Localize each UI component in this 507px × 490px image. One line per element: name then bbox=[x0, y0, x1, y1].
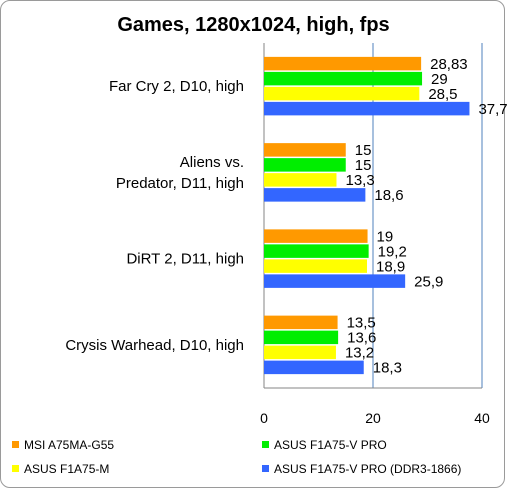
data-label: 15 bbox=[355, 157, 372, 174]
data-label: 25,9 bbox=[414, 273, 443, 290]
data-label: 19,2 bbox=[378, 243, 407, 260]
legend-item: ASUS F1A75-M bbox=[12, 462, 109, 476]
data-label: 18,9 bbox=[376, 258, 405, 275]
data-label: 13,2 bbox=[345, 345, 374, 362]
x-tick-label: 20 bbox=[365, 410, 381, 426]
bar bbox=[264, 158, 346, 172]
legend-label: ASUS F1A75-M bbox=[24, 462, 110, 476]
data-label: 28,5 bbox=[428, 86, 457, 103]
data-label: 13,3 bbox=[345, 172, 374, 189]
legend-label: MSI A75MA-G55 bbox=[24, 438, 115, 452]
category-label: Crysis Warhead, D10, high bbox=[65, 337, 244, 354]
legend-label: ASUS F1A75-V PRO bbox=[274, 438, 387, 452]
data-label: 37,7 bbox=[478, 101, 507, 118]
data-label: 15 bbox=[355, 142, 372, 159]
bar bbox=[264, 143, 346, 157]
data-label: 28,83 bbox=[430, 56, 468, 73]
legend-label: ASUS F1A75-V PRO (DDR3-1866) bbox=[274, 462, 462, 476]
legend-item: ASUS F1A75-V PRO bbox=[262, 438, 387, 452]
bar bbox=[264, 56, 422, 71]
data-label: 13,5 bbox=[347, 315, 376, 332]
data-label: 13,6 bbox=[347, 330, 376, 347]
bar bbox=[264, 244, 369, 258]
category-label: Aliens vs. Predator, D11, high bbox=[116, 154, 244, 192]
data-label: 19 bbox=[377, 228, 394, 245]
category-label: DiRT 2, D11, high bbox=[126, 251, 244, 268]
legend-item: MSI A75MA-G55 bbox=[12, 438, 114, 452]
x-tick-label: 40 bbox=[474, 410, 490, 426]
bar bbox=[264, 101, 470, 116]
data-label: 18,3 bbox=[373, 360, 402, 377]
bar bbox=[264, 259, 368, 273]
category-label: Far Cry 2, D10, high bbox=[109, 78, 244, 95]
bar bbox=[264, 188, 366, 202]
bar bbox=[264, 86, 420, 101]
bar bbox=[264, 315, 338, 330]
legend-item: ASUS F1A75-V PRO (DDR3-1866) bbox=[262, 462, 461, 476]
legend-swatch bbox=[12, 441, 19, 449]
bar bbox=[264, 330, 339, 345]
bar bbox=[264, 345, 336, 360]
bar bbox=[264, 274, 406, 288]
x-tick-label: 0 bbox=[260, 410, 268, 426]
bar bbox=[264, 229, 368, 243]
legend-swatch bbox=[262, 465, 269, 473]
bar bbox=[264, 71, 423, 86]
bar bbox=[264, 360, 364, 375]
legend-swatch bbox=[262, 441, 269, 449]
legend-swatch bbox=[12, 465, 19, 473]
bar bbox=[264, 173, 337, 187]
data-label: 18,6 bbox=[374, 187, 403, 204]
chart-title: Games, 1280x1024, high, fps bbox=[117, 14, 390, 36]
data-label: 29 bbox=[431, 71, 448, 88]
